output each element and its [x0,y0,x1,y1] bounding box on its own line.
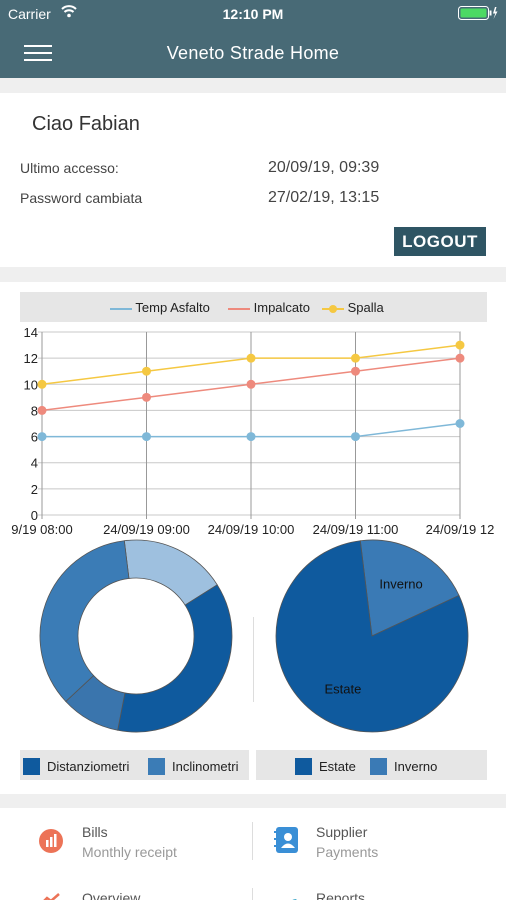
charts-card: Temp Asfalto Impalcato Spalla 0 2 4 6 8 10 12 1… [0,282,506,794]
legend-label: Temp Asfalto [135,300,210,315]
legend-swatch [148,758,165,775]
tile-supplier[interactable]: Supplier Payments [262,818,492,868]
data-point [37,432,47,442]
hamburger-menu-icon[interactable] [24,43,54,63]
tile-bills[interactable]: Bills Monthly receipt [20,818,240,868]
tile-title: Overview [82,890,141,900]
y-tick-label: 4 [31,456,38,471]
legend-item-temp-asfalto[interactable]: Temp Asfalto [110,300,210,315]
legend-label-inclinometri[interactable]: Inclinometri [172,759,239,774]
pie-chart-icon [276,894,298,900]
x-tick-label: 24/09/19 09:00 [103,522,190,537]
legend-label-inverno[interactable]: Inverno [394,759,438,774]
pie-chart: Inverno Estate [275,539,469,733]
greeting: Ciao Fabian [32,113,140,135]
legend-label: Spalla [347,300,384,315]
x-tick-label: 24/09/19 11:00 [313,522,399,537]
legend-item-impalcato[interactable]: Impalcato [228,300,310,315]
y-tick-label: 10 [24,377,38,392]
tile-title: Supplier [316,824,368,840]
pie-slice [359,539,460,637]
pie-divider [253,617,254,702]
data-point [142,392,151,402]
battery-icon [458,6,498,23]
x-tick-label: 24/09/19 10:00 [208,522,295,537]
slice-label: Estate [324,681,361,696]
data-point [455,340,465,350]
bar-chart-icon [38,828,64,859]
legend-swatch [23,758,40,775]
tile-overview[interactable]: Overview [20,886,240,900]
nav-bar: Veneto Strade Home [0,28,506,78]
tile-subtitle: Payments [316,844,379,860]
pie-slice [275,540,469,733]
pie-legend: Estate Inverno [256,750,487,780]
data-point [351,432,360,442]
line-chart-legend: Temp Asfalto Impalcato Spalla [20,292,487,322]
data-point [246,379,256,389]
contacts-book-icon [274,826,300,859]
slice-label: Inverno [379,577,422,592]
y-tick-label: 2 [31,482,38,497]
line-chart: 0 2 4 6 8 10 12 14 9/19 08:00 24/09/19 09:00 24/09… [11,327,495,537]
data-point [142,366,151,376]
divider [252,888,253,900]
tile-reports[interactable]: Reports [262,886,492,900]
status-bar: Carrier 12:10 PM [0,0,506,28]
last-access-label: Ultimo accesso: [20,160,119,176]
legend-label-distanziometri[interactable]: Distanziometri [47,759,130,774]
legend-label-estate[interactable]: Estate [319,759,356,774]
pie-slice [117,584,233,733]
last-access-value: 20/09/19, 09:39 [268,159,380,176]
donut-chart [39,539,233,733]
user-info-card: Ciao Fabian Ultimo accesso: 20/09/19, 09… [0,93,506,267]
data-point [455,419,465,428]
y-tick-label: 8 [31,403,38,418]
data-point [351,353,360,363]
donut-legend: Distanziometri Inclinometri [20,750,249,780]
pie-slice [39,540,130,703]
carrier-label: Carrier [8,6,51,22]
data-point [37,405,47,415]
legend-swatch [370,758,387,775]
data-point [142,432,151,442]
legend-label: Impalcato [253,300,310,315]
x-tick-label: 9/19 08:00 [11,522,72,537]
y-tick-label: 14 [24,327,38,340]
data-point [351,366,360,376]
menu-tiles-card: Bills Monthly receipt Supplier Payments … [0,808,506,900]
y-tick-label: 0 [31,508,38,523]
y-tick-label: 12 [24,351,38,366]
data-point [246,432,256,442]
x-tick-label: 24/09/19 12 [426,522,495,537]
tile-subtitle: Monthly receipt [82,844,177,860]
divider [252,822,253,860]
tile-title: Reports [316,890,366,900]
clock: 12:10 PM [222,6,284,22]
y-tick-label: 6 [31,430,38,445]
data-point [246,353,256,363]
page-title: Veneto Strade Home [166,43,340,63]
trend-line-icon [40,892,60,900]
data-point [37,379,47,389]
password-changed-value: 27/02/19, 13:15 [268,189,380,206]
logout-button[interactable]: LOGOUT [394,227,486,256]
wifi-icon [61,4,77,21]
legend-item-spalla[interactable]: Spalla [322,300,384,315]
data-point [455,353,465,363]
legend-swatch [295,758,312,775]
password-changed-label: Password cambiata [20,190,143,206]
tile-title: Bills [82,824,108,840]
